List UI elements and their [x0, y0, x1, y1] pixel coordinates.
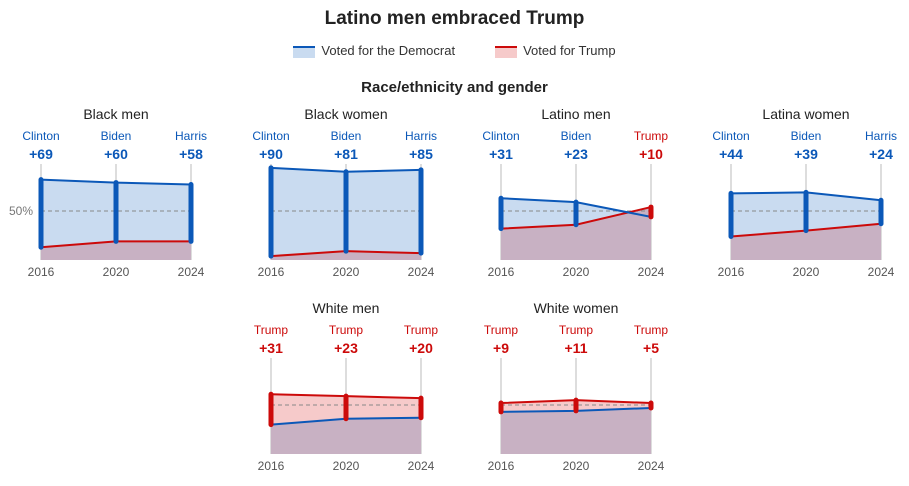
loser-area — [41, 241, 191, 260]
year-tick-label: 2024 — [178, 265, 205, 279]
margin-label: +39 — [794, 146, 818, 162]
margin-label: +44 — [719, 146, 743, 162]
margin-label: +5 — [643, 340, 659, 356]
candidate-label: Trump — [484, 323, 519, 337]
legend-rep: Voted for Trump — [495, 43, 616, 58]
margin-label: +81 — [334, 146, 358, 162]
margin-label: +23 — [564, 146, 588, 162]
margin-label: +11 — [565, 340, 588, 356]
panel-title: White women — [534, 300, 619, 316]
margin-label: +24 — [869, 146, 893, 162]
candidate-label: Trump — [634, 129, 669, 143]
section-subtitle: Race/ethnicity and gender — [361, 79, 548, 96]
panel-title: Latina women — [762, 106, 849, 122]
year-tick-label: 2016 — [488, 459, 515, 473]
loser-area — [271, 417, 421, 454]
year-tick-label: 2016 — [488, 265, 515, 279]
candidate-label: Trump — [559, 323, 594, 337]
year-tick-label: 2020 — [563, 459, 590, 473]
candidate-label: Clinton — [252, 129, 289, 143]
loser-area — [271, 251, 421, 260]
margin-label: +31 — [489, 146, 513, 162]
legend: Voted for the Democrat Voted for Trump — [0, 43, 909, 58]
year-tick-label: 2024 — [638, 265, 665, 279]
margin-label: +85 — [409, 146, 433, 162]
legend-dem-label: Voted for the Democrat — [321, 43, 456, 58]
candidate-label: Harris — [175, 129, 207, 143]
margin-label: +20 — [409, 340, 433, 356]
loser-area — [501, 407, 651, 454]
candidate-label: Clinton — [712, 129, 749, 143]
margin-label: +9 — [493, 340, 509, 356]
year-tick-label: 2016 — [258, 459, 285, 473]
margin-label: +23 — [334, 340, 358, 356]
candidate-label: Harris — [865, 129, 897, 143]
candidate-label: Trump — [329, 323, 364, 337]
year-tick-label: 2024 — [638, 459, 665, 473]
candidate-label: Trump — [634, 323, 669, 337]
candidate-label: Trump — [404, 323, 439, 337]
margin-label: +60 — [104, 146, 128, 162]
legend-dem: Voted for the Democrat — [293, 43, 455, 58]
year-tick-label: 2020 — [793, 265, 820, 279]
reference-50-label: 50% — [9, 204, 33, 218]
year-tick-label: 2024 — [408, 459, 435, 473]
year-tick-label: 2016 — [258, 265, 285, 279]
panel-title: Black men — [83, 106, 148, 122]
year-tick-label: 2020 — [563, 265, 590, 279]
panel-title: White men — [313, 300, 380, 316]
year-tick-label: 2024 — [868, 265, 895, 279]
candidate-label: Biden — [561, 129, 592, 143]
candidate-label: Biden — [101, 129, 132, 143]
year-tick-label: 2016 — [28, 265, 55, 279]
margin-label: +31 — [259, 340, 283, 356]
candidate-label: Trump — [254, 323, 289, 337]
loser-area — [501, 207, 651, 260]
candidate-label: Clinton — [22, 129, 59, 143]
year-tick-label: 2020 — [333, 265, 360, 279]
year-tick-label: 2024 — [408, 265, 435, 279]
panel-title: Latino men — [541, 106, 610, 122]
margin-label: +90 — [259, 146, 283, 162]
candidate-label: Biden — [331, 129, 362, 143]
loser-area — [731, 223, 881, 260]
margin-label: +58 — [179, 146, 203, 162]
legend-rep-label: Voted for Trump — [523, 43, 616, 58]
candidate-label: Harris — [405, 129, 437, 143]
year-tick-label: 2016 — [718, 265, 745, 279]
chart-title: Latino men embraced Trump — [324, 8, 585, 29]
margin-label: +10 — [639, 146, 663, 162]
margin-label: +69 — [29, 146, 53, 162]
candidate-label: Biden — [791, 129, 822, 143]
candidate-label: Clinton — [482, 129, 519, 143]
year-tick-label: 2020 — [103, 265, 130, 279]
panel-title: Black women — [304, 106, 387, 122]
year-tick-label: 2020 — [333, 459, 360, 473]
